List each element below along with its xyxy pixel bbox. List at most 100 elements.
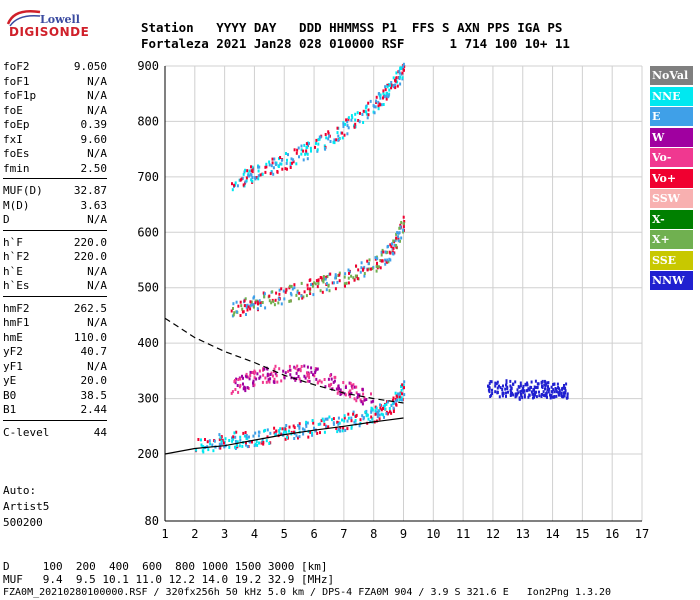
- echo-point: [325, 283, 328, 286]
- echo-point: [296, 364, 299, 368]
- echo-point: [344, 284, 346, 288]
- echo-point: [284, 426, 286, 430]
- echo-point: [254, 177, 257, 181]
- echo-point: [293, 437, 296, 440]
- echo-point: [285, 161, 288, 165]
- footer-file-row: FZA0M_20210280100000.RSF / 320fx256h 50 …: [3, 587, 612, 598]
- echo-point: [245, 434, 248, 437]
- echo-point: [362, 268, 364, 272]
- echo-point: [532, 388, 535, 392]
- echo-point: [341, 418, 343, 422]
- echo-point: [273, 157, 276, 161]
- echo-point: [553, 390, 556, 394]
- echo-point: [201, 445, 204, 449]
- echo-point: [355, 264, 358, 268]
- echo-point: [564, 389, 567, 393]
- legend-item: NNW: [650, 271, 693, 290]
- echo-point: [533, 391, 536, 395]
- echo-point: [272, 380, 275, 384]
- echo-point: [558, 392, 561, 395]
- echo-point: [308, 142, 310, 145]
- echo-point: [252, 379, 255, 383]
- echo-point: [233, 311, 236, 315]
- echo-point: [403, 380, 406, 384]
- echo-point: [253, 305, 255, 309]
- echo-point: [400, 225, 403, 229]
- echo-point: [295, 151, 298, 155]
- echo-point: [397, 76, 400, 79]
- echo-point: [246, 303, 249, 307]
- echo-point: [278, 431, 281, 435]
- echo-point: [562, 395, 564, 399]
- echo-point: [288, 299, 291, 303]
- echo-point: [394, 78, 396, 82]
- echo-point: [390, 86, 393, 90]
- echo-point: [244, 297, 247, 301]
- echo-point: [351, 116, 354, 120]
- echo-point: [553, 382, 556, 386]
- echo-point: [247, 445, 250, 448]
- echo-point: [292, 160, 295, 164]
- echo-point: [234, 181, 237, 185]
- echo-point: [349, 389, 352, 393]
- echo-point: [300, 152, 303, 156]
- echo-point: [386, 84, 389, 88]
- echo-point: [352, 383, 355, 387]
- echo-point: [361, 414, 364, 418]
- echo-point: [239, 383, 242, 387]
- x-tick-label: 13: [516, 527, 530, 541]
- param-key: h`E: [3, 264, 23, 278]
- param-key: foF2: [3, 60, 30, 73]
- echo-point: [332, 140, 335, 144]
- echo-point: [399, 66, 402, 70]
- echo-point: [512, 382, 515, 386]
- echo-point: [384, 262, 387, 266]
- echo-point: [338, 421, 341, 425]
- echo-point: [402, 222, 405, 226]
- echo-point: [323, 378, 326, 381]
- echo-point: [551, 390, 554, 394]
- echo-point: [527, 395, 530, 399]
- echo-point: [327, 130, 330, 134]
- echo-point: [256, 300, 259, 304]
- echo-point: [317, 422, 320, 426]
- echo-point: [401, 77, 404, 81]
- echo-point: [391, 402, 394, 406]
- legend-item: Vo-: [650, 148, 693, 167]
- param-key: yF1: [3, 359, 23, 373]
- echo-point: [307, 371, 309, 375]
- echo-point: [298, 435, 301, 439]
- echo-point: [220, 442, 223, 446]
- echo-point: [368, 258, 371, 262]
- echo-point: [512, 382, 514, 386]
- profile-solid-line: [164, 417, 404, 455]
- echo-point: [278, 292, 281, 296]
- echo-point: [392, 410, 395, 413]
- param-key: D: [3, 213, 10, 226]
- echo-point: [279, 427, 282, 431]
- echo-point: [336, 391, 339, 395]
- echo-point: [400, 236, 403, 240]
- echo-point: [236, 445, 239, 449]
- echo-point: [290, 284, 293, 288]
- echo-point: [253, 369, 256, 373]
- echo-point: [496, 391, 499, 395]
- echo-point: [400, 72, 403, 76]
- echo-point: [530, 386, 533, 389]
- echo-point: [245, 372, 248, 376]
- echo-point: [220, 439, 223, 443]
- y-tick-label: 500: [137, 281, 159, 295]
- echo-point: [402, 222, 405, 226]
- echo-point: [228, 439, 231, 442]
- echo-point: [540, 395, 543, 398]
- echo-point: [235, 310, 238, 314]
- echo-point: [355, 264, 357, 268]
- echo-point: [346, 419, 349, 423]
- param-value: N/A: [87, 147, 107, 160]
- echo-point: [275, 429, 278, 433]
- echo-point: [502, 391, 505, 395]
- param-separator: [3, 229, 107, 231]
- echo-point: [315, 138, 318, 142]
- echo-point: [535, 390, 538, 394]
- echo-point: [311, 431, 313, 435]
